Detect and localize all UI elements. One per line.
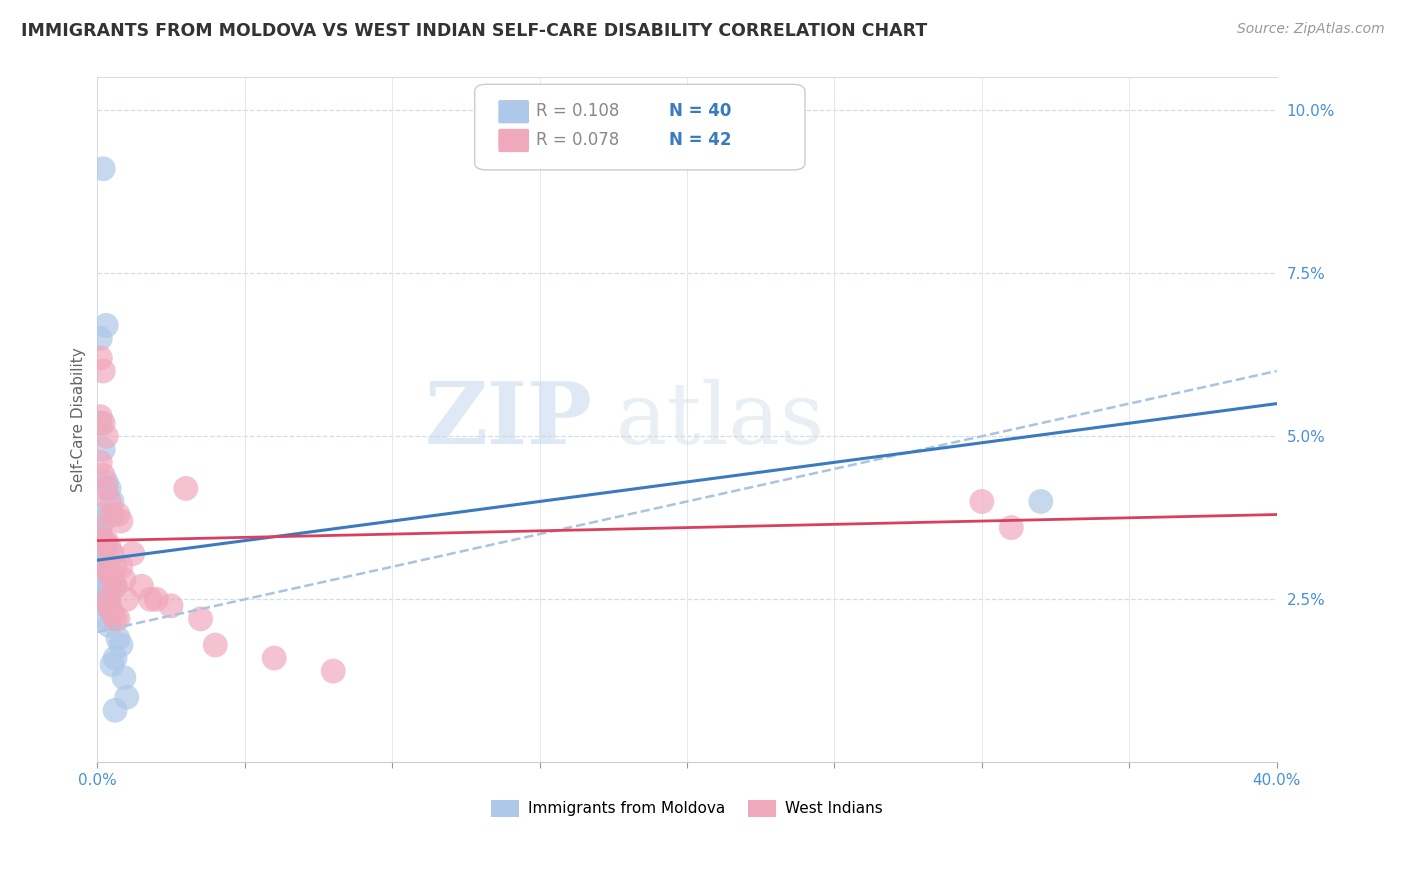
Point — [89, 520, 111, 534]
Point — [96, 592, 118, 607]
Point — [91, 416, 114, 430]
Point — [104, 703, 127, 717]
Text: Source: ZipAtlas.com: Source: ZipAtlas.com — [1237, 22, 1385, 37]
Point — [89, 508, 111, 522]
Text: N = 40: N = 40 — [669, 102, 731, 120]
Point — [110, 559, 132, 574]
Point — [112, 573, 135, 587]
Point — [107, 612, 129, 626]
Point — [89, 527, 111, 541]
Point — [1000, 520, 1022, 534]
Point — [104, 579, 127, 593]
Point — [91, 586, 114, 600]
Point — [104, 579, 127, 593]
Point — [91, 161, 114, 176]
Point — [91, 514, 114, 528]
Legend: Immigrants from Moldova, West Indians: Immigrants from Moldova, West Indians — [485, 793, 889, 823]
Point — [101, 573, 124, 587]
Point — [89, 455, 111, 469]
Point — [89, 547, 111, 561]
Point — [98, 482, 121, 496]
Point — [174, 482, 197, 496]
Point — [89, 566, 111, 581]
Point — [98, 540, 121, 554]
Text: ZIP: ZIP — [425, 378, 593, 462]
Point — [91, 553, 114, 567]
Point — [91, 553, 114, 567]
Point — [107, 632, 129, 646]
Point — [96, 533, 118, 548]
Text: atlas: atlas — [616, 378, 825, 461]
Point — [104, 559, 127, 574]
Point — [139, 592, 162, 607]
Point — [89, 579, 111, 593]
Point — [1029, 494, 1052, 508]
Point — [96, 599, 118, 613]
Point — [91, 442, 114, 457]
Point — [98, 618, 121, 632]
Point — [101, 508, 124, 522]
Point — [98, 566, 121, 581]
Point — [110, 514, 132, 528]
Point — [121, 547, 143, 561]
Point — [98, 566, 121, 581]
Point — [91, 540, 114, 554]
Point — [101, 657, 124, 672]
Point — [263, 651, 285, 665]
Point — [110, 638, 132, 652]
Point — [96, 612, 118, 626]
Text: IMMIGRANTS FROM MOLDOVA VS WEST INDIAN SELF-CARE DISABILITY CORRELATION CHART: IMMIGRANTS FROM MOLDOVA VS WEST INDIAN S… — [21, 22, 928, 40]
Point — [107, 508, 129, 522]
Point — [190, 612, 212, 626]
Point — [96, 475, 118, 489]
Text: R = 0.108: R = 0.108 — [536, 102, 620, 120]
FancyBboxPatch shape — [498, 100, 529, 123]
Point — [98, 592, 121, 607]
Point — [91, 533, 114, 548]
Point — [89, 409, 111, 424]
Point — [96, 318, 118, 333]
Point — [204, 638, 226, 652]
Point — [98, 494, 121, 508]
Point — [96, 482, 118, 496]
Point — [145, 592, 167, 607]
FancyBboxPatch shape — [475, 84, 806, 169]
Point — [322, 664, 344, 678]
Point — [160, 599, 183, 613]
Point — [104, 651, 127, 665]
Point — [91, 468, 114, 483]
Point — [98, 599, 121, 613]
Point — [112, 671, 135, 685]
Point — [96, 429, 118, 443]
Point — [89, 559, 111, 574]
Point — [115, 690, 138, 705]
Point — [101, 573, 124, 587]
Point — [101, 547, 124, 561]
Point — [96, 540, 118, 554]
Point — [89, 416, 111, 430]
Point — [131, 579, 153, 593]
Point — [970, 494, 993, 508]
Text: N = 42: N = 42 — [669, 131, 731, 149]
Point — [96, 559, 118, 574]
Point — [91, 573, 114, 587]
Point — [96, 559, 118, 574]
Point — [101, 606, 124, 620]
Point — [96, 592, 118, 607]
Y-axis label: Self-Care Disability: Self-Care Disability — [72, 348, 86, 492]
Point — [101, 494, 124, 508]
FancyBboxPatch shape — [498, 128, 529, 153]
Point — [89, 331, 111, 345]
Point — [104, 612, 127, 626]
Point — [89, 547, 111, 561]
Point — [98, 599, 121, 613]
Point — [89, 351, 111, 365]
Point — [115, 592, 138, 607]
Point — [91, 364, 114, 378]
Text: R = 0.078: R = 0.078 — [536, 131, 619, 149]
